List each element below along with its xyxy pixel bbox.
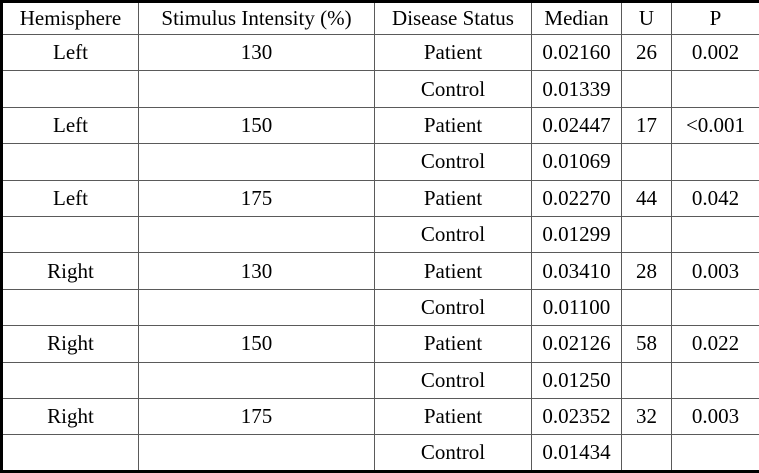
table-cell [138, 361, 375, 400]
table-cell: Control [374, 143, 532, 181]
table-cell: 175 [138, 179, 375, 218]
table-cell: <0.001 [671, 106, 759, 145]
table-cell: 0.003 [671, 252, 759, 290]
table-cell: Control [374, 288, 532, 327]
table-cell: 58 [621, 325, 672, 363]
table-row: Control 0.01100 [1, 288, 759, 327]
table-cell [621, 216, 672, 254]
table-cell [621, 361, 672, 400]
table-cell: 0.01434 [531, 434, 622, 472]
table-header: Hemisphere Stimulus Intensity (%) Disease … [1, 1, 759, 35]
table-cell [138, 434, 375, 472]
table-cell: 28 [621, 252, 672, 290]
table-cell: Control [374, 434, 532, 472]
table-cell: Patient [374, 179, 532, 218]
table-cell: 0.03410 [531, 252, 622, 290]
table-cell: 130 [138, 33, 375, 72]
table-cell: 0.042 [671, 179, 759, 218]
table-cell: 0.01299 [531, 216, 622, 254]
table-cell: 0.02352 [531, 398, 622, 436]
table-cell: 0.022 [671, 325, 759, 363]
table-cell [621, 434, 672, 472]
table-cell: Left [1, 106, 139, 145]
table-cell: Patient [374, 33, 532, 72]
table-row: Control 0.01069 [1, 143, 759, 181]
table-cell [671, 143, 759, 181]
table-cell: Right [1, 398, 139, 436]
table-row: Control 0.01250 [1, 361, 759, 400]
table-cell [621, 70, 672, 108]
table-cell [671, 216, 759, 254]
table-cell: 150 [138, 325, 375, 363]
table-row: Left 150 Patient 0.02447 17 <0.001 [1, 106, 759, 145]
table-cell: 0.01069 [531, 143, 622, 181]
column-header: Disease Status [374, 1, 532, 35]
table-cell [671, 288, 759, 327]
table-cell [621, 288, 672, 327]
table-cell: 17 [621, 106, 672, 145]
table-cell [671, 70, 759, 108]
table-body: Left 130 Patient 0.02160 26 0.002 Control 0.013… [1, 33, 759, 472]
table-cell: 0.02270 [531, 179, 622, 218]
header-row: Hemisphere Stimulus Intensity (%) Disease … [1, 1, 759, 35]
table-cell [1, 143, 139, 181]
table-cell [671, 361, 759, 400]
table-cell: Left [1, 33, 139, 72]
table-cell: Control [374, 216, 532, 254]
table-cell: 0.01100 [531, 288, 622, 327]
table-cell: 0.003 [671, 398, 759, 436]
table-cell [671, 434, 759, 472]
table-cell [1, 361, 139, 400]
table-cell [1, 288, 139, 327]
table-cell: 0.02160 [531, 33, 622, 72]
column-header: Hemisphere [1, 1, 139, 35]
column-header: Median [531, 1, 622, 35]
table-row: Right 150 Patient 0.02126 58 0.022 [1, 325, 759, 363]
table-cell [1, 70, 139, 108]
table-cell [138, 288, 375, 327]
table-row: Left 175 Patient 0.02270 44 0.042 [1, 179, 759, 218]
table-row: Control 0.01339 [1, 70, 759, 108]
table-cell: 150 [138, 106, 375, 145]
table-cell [1, 216, 139, 254]
table-cell: Control [374, 70, 532, 108]
table-cell: 32 [621, 398, 672, 436]
table-row: Right 130 Patient 0.03410 28 0.003 [1, 252, 759, 290]
table-cell: 0.02447 [531, 106, 622, 145]
table-cell [1, 434, 139, 472]
table-cell: 0.01339 [531, 70, 622, 108]
table-cell: 26 [621, 33, 672, 72]
table-cell [621, 143, 672, 181]
table-row: Control 0.01299 [1, 216, 759, 254]
table-row: Control 0.01434 [1, 434, 759, 472]
table-cell: 0.01250 [531, 361, 622, 400]
table-cell: Patient [374, 325, 532, 363]
table-cell: 44 [621, 179, 672, 218]
table-cell [138, 216, 375, 254]
table-cell: Right [1, 252, 139, 290]
table-cell: Control [374, 361, 532, 400]
table-cell: 130 [138, 252, 375, 290]
table-cell: Patient [374, 252, 532, 290]
column-header: U [621, 1, 672, 35]
table-cell: Patient [374, 398, 532, 436]
table-cell: Right [1, 325, 139, 363]
column-header: P [671, 1, 759, 35]
table-cell: 0.02126 [531, 325, 622, 363]
table-cell: 0.002 [671, 33, 759, 72]
table-cell: Patient [374, 106, 532, 145]
table-row: Right 175 Patient 0.02352 32 0.003 [1, 398, 759, 436]
column-header: Stimulus Intensity (%) [138, 1, 375, 35]
table-cell: 175 [138, 398, 375, 436]
table-cell [138, 70, 375, 108]
table-cell [138, 143, 375, 181]
table-cell: Left [1, 179, 139, 218]
table-row: Left 130 Patient 0.02160 26 0.002 [1, 33, 759, 72]
